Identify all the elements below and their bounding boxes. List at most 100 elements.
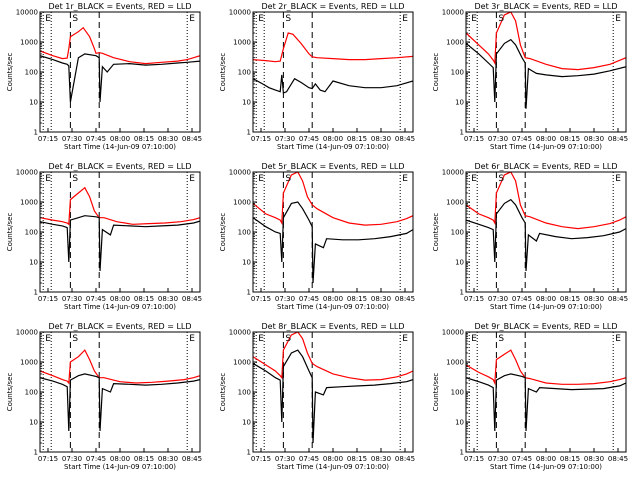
- y-tick-label: 10000: [16, 9, 38, 17]
- plot-area: [40, 12, 200, 132]
- x-tick-label: 07:30: [488, 295, 508, 303]
- x-tick-label: 08:45: [608, 295, 628, 303]
- event-marker-label: E: [189, 14, 195, 24]
- series-line-lld: [253, 32, 413, 63]
- event-marker-label: S: [498, 174, 504, 184]
- x-tick-label: 07:45: [86, 295, 106, 303]
- x-tick-label: 07:30: [488, 135, 508, 143]
- x-tick-label: 08:15: [560, 455, 580, 463]
- x-tick-label: 07:15: [464, 135, 484, 143]
- x-tick-label: 08:15: [347, 135, 367, 143]
- y-tick-label: 10: [242, 259, 251, 267]
- chart-panel-7: Det 7r_BLACK = Events, RED = LLD E S E 1 10 10…: [6, 322, 202, 471]
- event-marker-label: E: [402, 334, 408, 344]
- x-tick-label: 08:30: [371, 455, 391, 463]
- x-tick-label: 07:45: [299, 295, 319, 303]
- y-tick-label: 10000: [229, 9, 251, 17]
- y-tick-label: 10: [29, 259, 38, 267]
- x-tick-label: 08:30: [158, 135, 178, 143]
- x-tick-label: 08:30: [158, 455, 178, 463]
- x-axis-label: Start Time (14-Jun-09 07:10:00): [64, 303, 176, 311]
- event-marker-label: S: [72, 334, 78, 344]
- x-axis-label: Start Time (14-Jun-09 07:10:00): [490, 463, 602, 471]
- y-tick-label: 1000: [446, 359, 464, 367]
- x-tick-label: 07:15: [38, 455, 58, 463]
- y-tick-label: 1000: [233, 359, 251, 367]
- x-axis-label: Start Time (14-Jun-09 07:10:00): [277, 303, 389, 311]
- series-line-events: [466, 373, 626, 432]
- series-line-events: [253, 201, 413, 284]
- x-tick-label: 08:00: [536, 135, 556, 143]
- y-axis-label: Counts/sec: [6, 373, 14, 412]
- y-tick-label: 1000: [233, 199, 251, 207]
- event-marker-label: E: [615, 334, 621, 344]
- chart-panel-4: Det 4r_BLACK = Events, RED = LLD E S E 1 10 10…: [6, 162, 202, 311]
- y-tick-label: 1000: [20, 359, 38, 367]
- event-marker-label: S: [72, 14, 78, 24]
- x-tick-label: 08:00: [110, 135, 130, 143]
- chart-panel-5: Det 5r_BLACK = Events, RED = LLD E S E 1 10 10…: [219, 162, 415, 311]
- y-tick-label: 10: [242, 419, 251, 427]
- y-tick-label: 1: [34, 449, 38, 457]
- y-tick-label: 10000: [16, 329, 38, 337]
- y-tick-label: 100: [238, 389, 251, 397]
- x-tick-label: 07:45: [512, 455, 532, 463]
- x-tick-label: 08:45: [182, 135, 202, 143]
- x-tick-label: 07:45: [512, 135, 532, 143]
- event-marker-label: S: [285, 14, 291, 24]
- plot-area: [466, 12, 626, 132]
- series-line-lld: [253, 172, 413, 226]
- x-tick-label: 08:30: [584, 295, 604, 303]
- plot-frame: [39, 331, 201, 453]
- x-tick-label: 08:00: [323, 295, 343, 303]
- event-marker-label: E: [45, 334, 51, 344]
- y-tick-label: 1: [247, 449, 251, 457]
- x-tick-label: 07:30: [275, 295, 295, 303]
- event-marker-label: S: [285, 334, 291, 344]
- y-tick-label: 100: [451, 389, 464, 397]
- y-tick-label: 10000: [442, 169, 464, 177]
- x-tick-label: 08:30: [584, 455, 604, 463]
- y-tick-label: 1000: [446, 39, 464, 47]
- event-marker-label: E: [615, 14, 621, 24]
- y-tick-label: 1: [460, 129, 464, 137]
- chart-panel-2: Det 2r_BLACK = Events, RED = LLD E S E 1 10 10…: [219, 2, 415, 151]
- x-tick-label: 08:00: [323, 455, 343, 463]
- x-tick-label: 07:30: [488, 455, 508, 463]
- plot-frame: [39, 171, 201, 293]
- x-axis-label: Start Time (14-Jun-09 07:10:00): [277, 143, 389, 151]
- y-tick-label: 1000: [20, 39, 38, 47]
- event-marker-label: E: [189, 174, 195, 184]
- event-marker-label: E: [45, 174, 51, 184]
- x-tick-label: 08:45: [182, 455, 202, 463]
- x-axis-label: Start Time (14-Jun-09 07:10:00): [277, 463, 389, 471]
- event-marker-label: S: [498, 334, 504, 344]
- plot-frame: [465, 171, 627, 293]
- event-marker-label: E: [471, 174, 477, 184]
- x-tick-label: 08:30: [158, 295, 178, 303]
- x-tick-label: 07:15: [251, 135, 271, 143]
- y-tick-label: 1: [460, 449, 464, 457]
- y-tick-label: 100: [25, 229, 38, 237]
- x-tick-label: 08:00: [536, 455, 556, 463]
- x-tick-label: 08:30: [371, 295, 391, 303]
- x-tick-label: 07:15: [251, 295, 271, 303]
- series-line-events: [466, 38, 626, 109]
- plot-area: [466, 332, 626, 452]
- y-tick-label: 100: [238, 69, 251, 77]
- x-tick-label: 08:30: [584, 135, 604, 143]
- x-tick-label: 08:15: [560, 295, 580, 303]
- event-marker-label: E: [471, 334, 477, 344]
- x-tick-label: 07:30: [62, 135, 82, 143]
- x-tick-label: 07:15: [464, 455, 484, 463]
- x-tick-label: 08:15: [134, 455, 154, 463]
- y-tick-label: 1: [247, 129, 251, 137]
- plot-frame: [465, 331, 627, 453]
- event-marker-label: E: [45, 14, 51, 24]
- y-tick-label: 1000: [233, 39, 251, 47]
- event-marker-label: E: [258, 174, 264, 184]
- series-line-events: [40, 53, 200, 103]
- plot-area: [40, 332, 200, 452]
- x-tick-label: 07:30: [62, 455, 82, 463]
